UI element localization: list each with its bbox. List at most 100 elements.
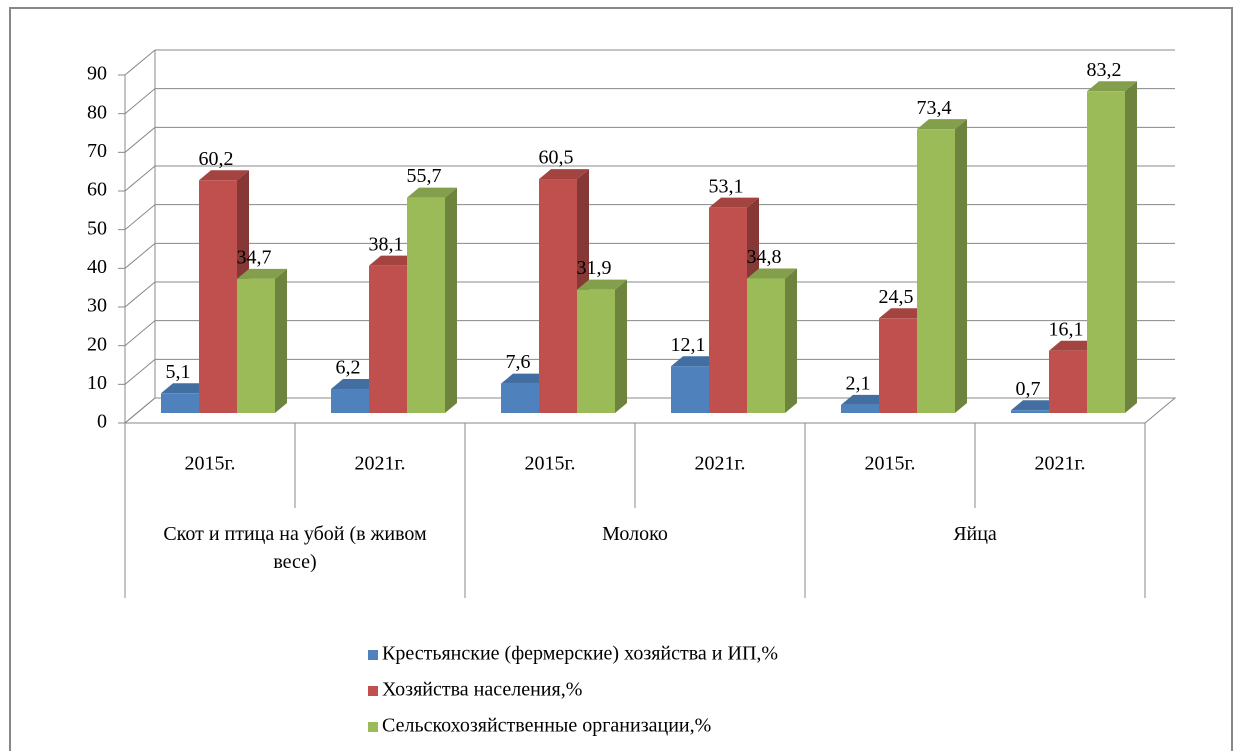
bar-top xyxy=(331,379,381,390)
bar-front xyxy=(1011,410,1049,413)
data-label: 73,4 xyxy=(917,97,952,119)
bar-top xyxy=(1087,81,1137,92)
bar xyxy=(237,268,287,413)
data-label: 60,2 xyxy=(199,148,234,170)
bar-front xyxy=(1087,91,1125,413)
bar-front xyxy=(709,207,747,413)
bar-top xyxy=(577,279,627,290)
grid-line xyxy=(124,88,156,115)
bar-front xyxy=(237,278,275,413)
y-tick-label: 50 xyxy=(87,217,107,239)
legend-swatch xyxy=(368,686,378,696)
data-label: 38,1 xyxy=(369,233,404,255)
bar-top xyxy=(199,170,249,181)
bar-side xyxy=(445,187,457,413)
x-tick-label: 2021г. xyxy=(695,453,746,475)
bar-top xyxy=(369,255,419,266)
grid-line xyxy=(124,320,156,347)
bar-top xyxy=(671,356,721,367)
x-tick-label: 2021г. xyxy=(355,453,406,475)
data-label: 53,1 xyxy=(709,175,744,197)
bar-top xyxy=(917,119,967,130)
data-label: 60,5 xyxy=(539,147,574,169)
data-label: 6,2 xyxy=(336,357,361,379)
group-label: Скот и птица на убой (в живом весе) xyxy=(163,523,427,573)
data-label: 16,1 xyxy=(1049,318,1084,340)
y-tick-label: 70 xyxy=(87,140,107,162)
grid-line xyxy=(124,358,156,385)
bar-front xyxy=(161,393,199,413)
bar-top xyxy=(747,268,797,279)
bar-top xyxy=(1011,400,1061,411)
legend-label: Сельскохозяйственные организации,% xyxy=(382,715,711,737)
data-label: 83,2 xyxy=(1087,59,1122,81)
y-tick-label: 90 xyxy=(87,63,107,85)
data-label: 55,7 xyxy=(407,165,442,187)
bar-top xyxy=(841,394,891,405)
bar-side xyxy=(615,279,627,413)
bar-front xyxy=(879,318,917,413)
data-label: 34,7 xyxy=(237,246,272,268)
grid-line xyxy=(124,49,156,76)
bar-front xyxy=(407,197,445,413)
bar xyxy=(747,268,797,413)
y-tick-label: 80 xyxy=(87,101,107,123)
y-tick-label: 60 xyxy=(87,179,107,201)
group-label: Яйца xyxy=(953,523,997,545)
bar xyxy=(577,279,627,413)
y-tick-label: 20 xyxy=(87,333,107,355)
legend-swatch xyxy=(368,650,378,660)
bar-front xyxy=(539,179,577,413)
bar-front xyxy=(331,389,369,413)
legend-swatch xyxy=(368,722,378,732)
bar xyxy=(407,187,457,413)
grid-line xyxy=(124,126,156,153)
data-label: 5,1 xyxy=(166,361,191,383)
grid-line xyxy=(124,204,156,231)
bar-front xyxy=(841,404,879,413)
grid-line xyxy=(124,281,156,308)
grid-line xyxy=(124,242,156,269)
y-tick-label: 10 xyxy=(87,372,107,394)
data-label: 7,6 xyxy=(506,351,531,373)
data-label: 24,5 xyxy=(879,286,914,308)
group-label: Молоко xyxy=(602,523,668,545)
bar-side xyxy=(955,119,967,413)
bar-top xyxy=(501,373,551,384)
y-tick-label: 0 xyxy=(97,411,107,433)
bar-front xyxy=(577,289,615,413)
bar-front xyxy=(917,129,955,414)
x-tick-label: 2015г. xyxy=(865,453,916,475)
bar-top xyxy=(1049,340,1099,351)
bar-side xyxy=(785,268,797,413)
bar-top xyxy=(407,187,457,198)
bar xyxy=(1087,81,1137,413)
bar-top xyxy=(709,197,759,208)
x-tick-label: 2015г. xyxy=(185,453,236,475)
bar xyxy=(917,119,967,414)
grid-line xyxy=(124,165,156,192)
data-label: 2,1 xyxy=(846,372,871,394)
y-tick-label: 30 xyxy=(87,295,107,317)
bar-top xyxy=(237,268,287,279)
bar-top xyxy=(539,169,589,180)
bar-top xyxy=(879,308,929,319)
data-label: 34,8 xyxy=(747,246,782,268)
bar-front xyxy=(199,180,237,413)
data-label: 31,9 xyxy=(577,257,612,279)
bar-front xyxy=(369,265,407,413)
bar-side xyxy=(275,268,287,413)
legend-label: Крестьянские (фермерские) хозяйства и ИП… xyxy=(382,643,778,665)
x-tick-label: 2021г. xyxy=(1035,453,1086,475)
y-tick-label: 40 xyxy=(87,256,107,278)
data-label: 12,1 xyxy=(671,334,706,356)
bar-top xyxy=(161,383,211,394)
bar-front xyxy=(1049,350,1087,413)
bar-front xyxy=(671,366,709,413)
data-label: 0,7 xyxy=(1016,378,1041,400)
bar-front xyxy=(747,278,785,413)
chart-frame xyxy=(9,7,1233,751)
grid-line xyxy=(124,397,156,424)
